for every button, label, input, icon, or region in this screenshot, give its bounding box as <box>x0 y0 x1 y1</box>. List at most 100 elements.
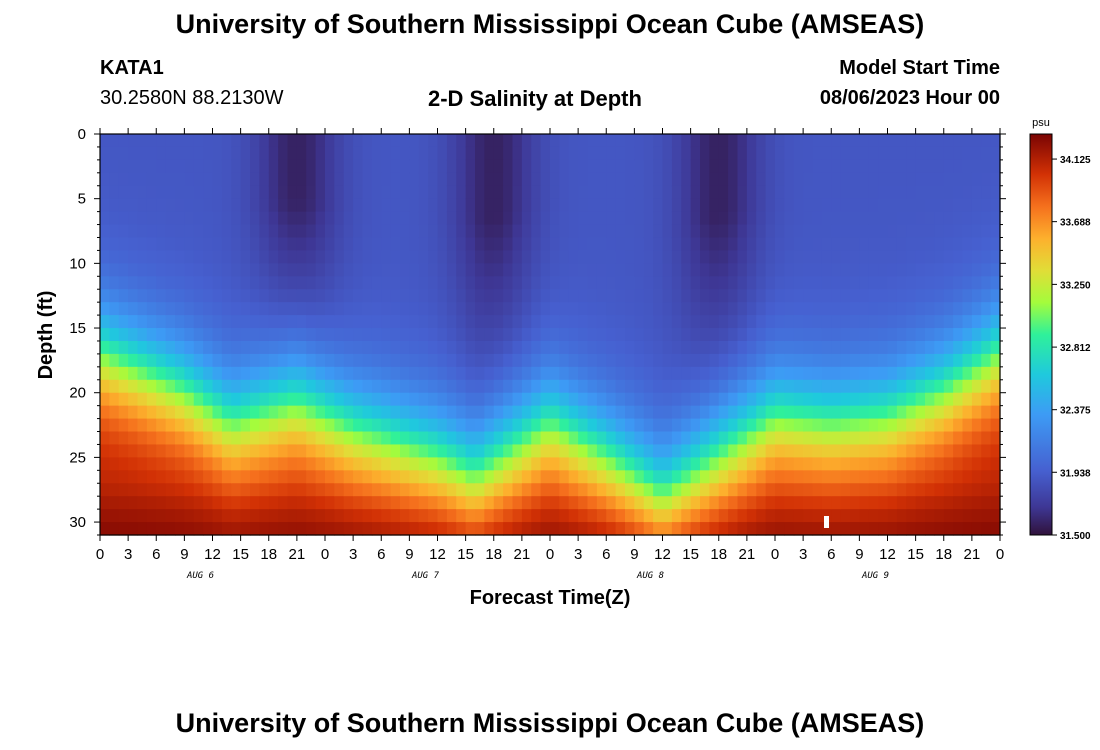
heatmap-cell <box>718 483 729 497</box>
heatmap-cell <box>334 457 345 471</box>
heatmap-cell <box>653 522 664 536</box>
heatmap-cell <box>850 379 860 394</box>
heatmap-cell <box>306 340 317 355</box>
heatmap-cell <box>184 302 195 316</box>
heatmap-cell <box>850 172 860 187</box>
heatmap-cell <box>409 302 420 316</box>
heatmap-cell <box>559 250 570 264</box>
heatmap-cell <box>625 146 635 161</box>
heatmap-cell <box>878 276 889 290</box>
heatmap-cell <box>765 496 776 510</box>
heatmap-cell <box>268 431 279 446</box>
heatmap-cell <box>887 134 898 148</box>
heatmap-cell <box>437 159 448 174</box>
heatmap-cell <box>756 211 767 226</box>
heatmap-cell <box>334 185 345 200</box>
heatmap-cell <box>231 159 242 174</box>
heatmap-cell <box>690 470 701 484</box>
heatmap-cell <box>484 483 495 497</box>
heatmap-cell <box>100 185 110 200</box>
heatmap-cell <box>737 340 748 355</box>
heatmap-cell <box>859 159 870 174</box>
heatmap-cell <box>118 496 129 510</box>
heatmap-cell <box>596 418 607 433</box>
heatmap-cell <box>737 211 748 226</box>
heatmap-cell <box>737 159 748 174</box>
heatmap-cell <box>409 263 420 277</box>
heatmap-cell <box>231 302 242 316</box>
heatmap-cell <box>503 237 514 252</box>
heatmap-cell <box>981 263 992 277</box>
heatmap-cell <box>118 159 129 174</box>
heatmap-cell <box>193 366 204 381</box>
heatmap-cell <box>737 276 748 290</box>
heatmap-cell <box>765 328 776 342</box>
heatmap-cell <box>268 289 279 303</box>
heatmap-cell <box>456 509 467 523</box>
heatmap-cell <box>596 392 607 407</box>
heatmap-cell <box>915 146 926 161</box>
heatmap-cell <box>868 224 879 239</box>
heatmap-cell <box>390 211 401 226</box>
heatmap-cell <box>803 185 814 200</box>
heatmap-cell <box>287 496 298 510</box>
heatmap-cell <box>643 509 654 523</box>
heatmap-cell <box>934 353 945 368</box>
heatmap-cell <box>643 392 654 407</box>
heatmap-cell <box>765 379 776 394</box>
heatmap-cell <box>718 159 729 174</box>
heatmap-cell <box>512 340 523 355</box>
heatmap-cell <box>371 366 382 381</box>
heatmap-cell <box>915 172 926 187</box>
heatmap-cell <box>878 340 889 355</box>
heatmap-cell <box>615 431 626 446</box>
heatmap-cell <box>971 509 982 523</box>
heatmap-cell <box>953 509 964 523</box>
heatmap-cell <box>165 366 176 381</box>
heatmap-cell <box>953 470 964 484</box>
heatmap-cell <box>568 457 579 471</box>
heatmap-cell <box>587 276 598 290</box>
heatmap-cell <box>400 457 410 471</box>
heatmap-cell <box>559 366 570 381</box>
heatmap-cell <box>615 457 626 471</box>
heatmap-cell <box>859 237 870 252</box>
heatmap-cell <box>821 470 832 484</box>
heatmap-cell <box>784 289 795 303</box>
heatmap-cell <box>728 263 739 277</box>
heatmap-cell <box>137 340 148 355</box>
heatmap-cell <box>268 302 279 316</box>
heatmap-cell <box>165 496 176 510</box>
heatmap-cell <box>578 302 589 316</box>
heatmap-cell <box>737 457 748 471</box>
heatmap-cell <box>793 263 804 277</box>
heatmap-cells <box>100 134 1001 536</box>
heatmap-cell <box>250 366 260 381</box>
heatmap-cell <box>896 509 907 523</box>
heatmap-cell <box>859 496 870 510</box>
heatmap-cell <box>953 340 964 355</box>
heatmap-cell <box>221 146 232 161</box>
heatmap-cell <box>100 198 110 213</box>
heatmap-cell <box>540 444 551 458</box>
heatmap-cell <box>465 379 476 394</box>
heatmap-cell <box>512 263 523 277</box>
heatmap-cell <box>428 146 439 161</box>
heatmap-cell <box>896 366 907 381</box>
heatmap-cell <box>915 392 926 407</box>
heatmap-cell <box>428 418 439 433</box>
heatmap-cell <box>859 185 870 200</box>
heatmap-cell <box>840 185 851 200</box>
heatmap-cell <box>812 392 823 407</box>
heatmap-cell <box>446 289 457 303</box>
heatmap-cell <box>175 522 185 536</box>
heatmap-cell <box>475 522 485 536</box>
heatmap-cell <box>831 289 842 303</box>
heatmap-cell <box>325 366 335 381</box>
heatmap-cell <box>165 134 176 148</box>
heatmap-cell <box>334 444 345 458</box>
heatmap-cell <box>690 366 701 381</box>
heatmap-cell <box>775 250 785 264</box>
heatmap-cell <box>971 418 982 433</box>
heatmap-cell <box>296 315 307 329</box>
